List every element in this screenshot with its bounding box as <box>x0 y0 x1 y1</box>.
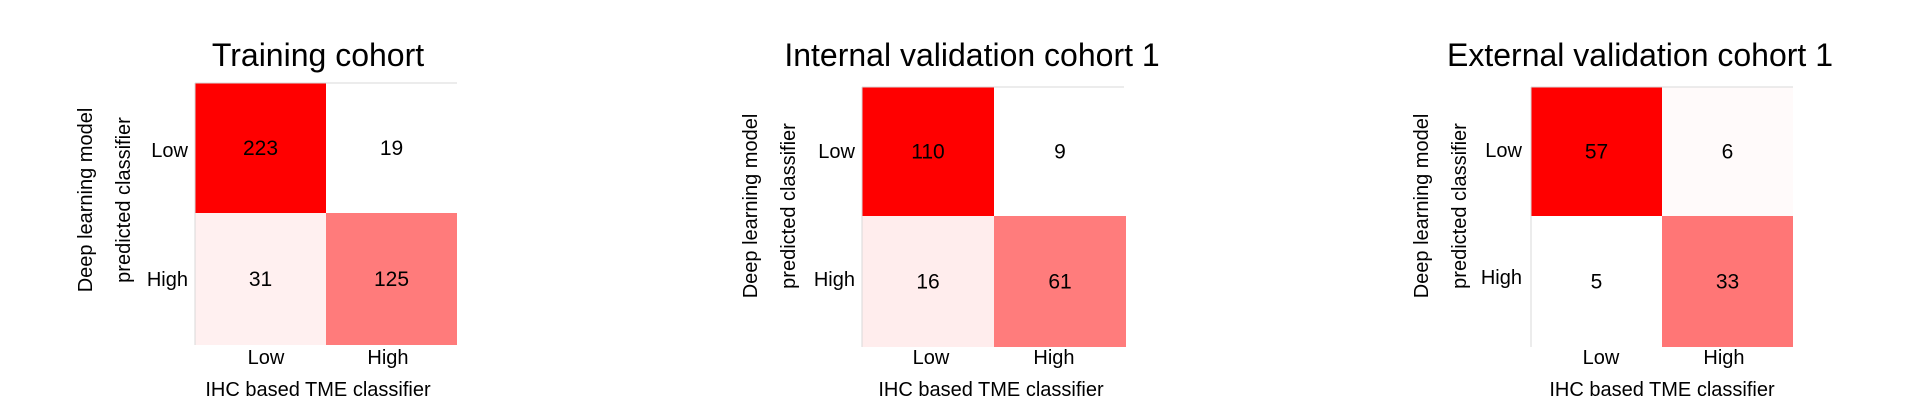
cell-value-label: 110 <box>911 141 944 164</box>
y-axis-label: Deep learning model predicted classifier <box>740 114 800 299</box>
panel-internal-validation: Internal validation cohort 1 Deep learni… <box>740 37 1160 401</box>
col-tick-label-high: High <box>367 347 408 369</box>
cell-value-label: 9 <box>1054 141 1066 164</box>
cell-value-label: 223 <box>243 137 278 160</box>
cell-value-label: 19 <box>380 137 403 160</box>
panel-training: Training cohort Deep learning model pred… <box>75 37 457 401</box>
panel-title: Internal validation cohort 1 <box>784 37 1159 73</box>
row-tick-label-high: High <box>147 269 188 291</box>
cell-value-label: 31 <box>249 268 272 291</box>
heatmap-cells: 223 19 31 125 <box>195 83 457 345</box>
cell-value-label: 61 <box>1048 271 1071 294</box>
heatmap-cells: 110 9 16 61 <box>862 87 1126 347</box>
y-axis-label-line-2: predicted classifier <box>113 117 135 283</box>
col-tick-label-low: Low <box>1583 347 1620 369</box>
col-tick-label-high: High <box>1703 347 1744 369</box>
row-tick-label-low: Low <box>1485 140 1522 162</box>
heatmap-cell <box>195 83 326 213</box>
row-tick-label-low: Low <box>818 141 855 163</box>
heatmap-cell <box>1662 216 1793 347</box>
cell-value-label: 57 <box>1585 141 1608 164</box>
y-axis-label-line-2: predicted classifier <box>1449 123 1471 289</box>
heatmap-cell <box>994 216 1126 347</box>
heatmap-cell <box>994 87 1126 216</box>
cell-value-label: 16 <box>916 271 939 294</box>
panel-title: External validation cohort 1 <box>1447 37 1833 73</box>
cell-value-label: 33 <box>1716 271 1739 294</box>
y-axis-label-line-2: predicted classifier <box>778 123 800 289</box>
y-axis-label: Deep learning model predicted classifier <box>75 108 135 293</box>
cell-value-label: 6 <box>1722 141 1734 164</box>
heatmap-cell <box>1531 216 1662 347</box>
col-tick-label-high: High <box>1033 347 1074 369</box>
row-tick-label-low: Low <box>151 140 188 162</box>
cell-value-label: 5 <box>1591 271 1603 294</box>
heatmap-cell <box>195 213 326 345</box>
y-axis-label-line-1: Deep learning model <box>740 114 762 299</box>
y-axis-label-line-1: Deep learning model <box>1411 114 1433 299</box>
row-tick-label-high: High <box>814 269 855 291</box>
heatmap-cell <box>1531 87 1662 216</box>
heatmap-cell <box>1662 87 1793 216</box>
x-axis-label: IHC based TME classifier <box>1549 379 1775 401</box>
col-tick-label-low: Low <box>913 347 950 369</box>
heatmap-cell <box>862 216 994 347</box>
y-axis-label-line-1: Deep learning model <box>75 108 97 293</box>
heatmap-cell <box>862 87 994 216</box>
x-axis-label: IHC based TME classifier <box>878 379 1104 401</box>
col-tick-label-low: Low <box>248 347 285 369</box>
panel-external-validation: External validation cohort 1 Deep learni… <box>1411 37 1833 401</box>
heatmap-cell <box>326 213 457 345</box>
cell-value-label: 125 <box>374 268 409 291</box>
panel-title: Training cohort <box>212 37 424 73</box>
row-tick-label-high: High <box>1481 267 1522 289</box>
heatmap-cells: 57 6 5 33 <box>1531 87 1793 347</box>
y-axis-label: Deep learning model predicted classifier <box>1411 114 1471 299</box>
heatmap-cell <box>326 83 457 213</box>
x-axis-label: IHC based TME classifier <box>205 379 431 401</box>
